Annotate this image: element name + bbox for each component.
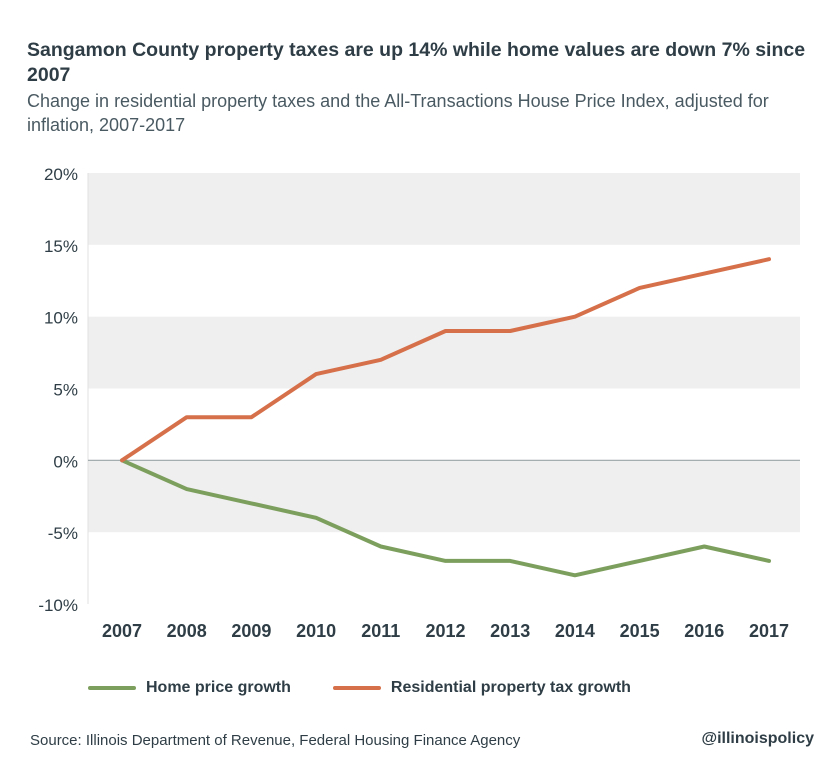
chart-subtitle: Change in residential property taxes and… [27, 91, 769, 135]
y-tick-label: 15% [44, 237, 78, 256]
x-tick-label: 2012 [425, 621, 465, 641]
grid-band [88, 460, 800, 533]
legend-swatch-property-tax [332, 686, 381, 690]
x-tick-label: 2015 [620, 621, 660, 641]
x-tick-label: 2011 [361, 621, 400, 641]
y-tick-label: -10% [38, 596, 78, 615]
legend-item-property-tax: Residential property tax growth [332, 679, 631, 697]
legend-label-property-tax: Residential property tax growth [390, 679, 631, 696]
grid-band [88, 316, 800, 389]
x-tick-label: 2016 [684, 621, 724, 641]
line-chart: 20% 15% 10% 5% 0% -5% -10% 2007 2008 2009 2010 2011… [38, 165, 800, 641]
x-tick-label: 2017 [749, 621, 789, 641]
y-tick-label: 5% [53, 381, 78, 400]
legend: Home price growth Residential property t… [88, 676, 673, 700]
x-tick-label: 2014 [555, 621, 595, 641]
y-tick-label: 10% [44, 309, 78, 328]
series-line-home-price [120, 458, 771, 578]
legend-label-home-price: Home price growth [146, 679, 291, 696]
grid-band [88, 173, 800, 245]
series-line-property-tax [120, 257, 771, 463]
y-tick-label: -5% [48, 524, 78, 543]
legend-swatch-home-price [88, 686, 136, 690]
x-tick-label: 2010 [296, 621, 336, 641]
source-note: Source: Illinois Department of Revenue, … [30, 732, 521, 749]
chart-title: Sangamon County property taxes are up 14… [27, 39, 806, 86]
x-tick-label: 2013 [490, 621, 530, 641]
y-tick-label: 20% [44, 165, 78, 184]
y-tick-label: 0% [53, 452, 78, 471]
legend-item-home-price: Home price growth [88, 679, 291, 697]
x-tick-label: 2009 [231, 621, 271, 641]
x-tick-label: 2007 [102, 621, 142, 641]
x-tick-label: 2008 [167, 621, 207, 641]
social-handle: @illinoispolicy [701, 730, 814, 747]
